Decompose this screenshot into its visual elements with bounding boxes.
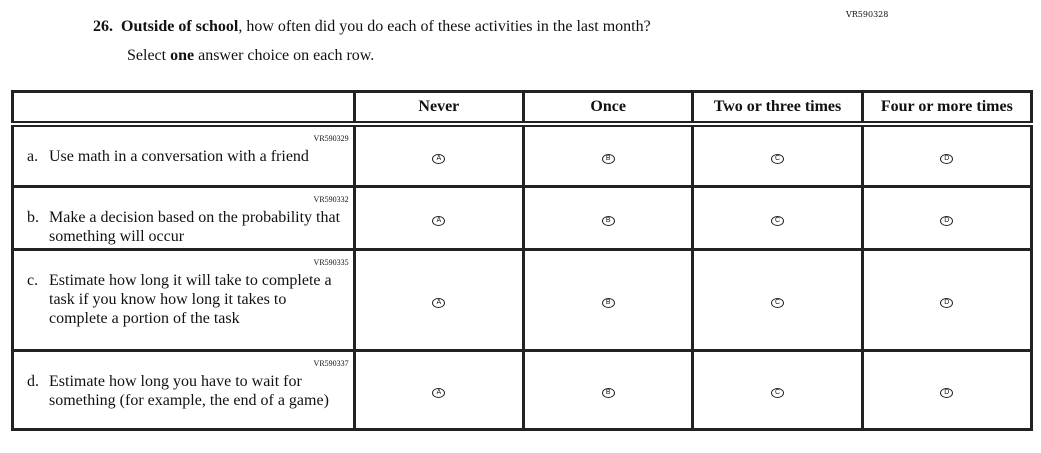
option-bubble-d[interactable]: D xyxy=(940,153,954,164)
row-id: VR590329 xyxy=(313,134,349,143)
row-text: Estimate how long it will take to comple… xyxy=(49,271,332,327)
option-cell: C xyxy=(691,184,864,251)
row-letter: d. xyxy=(27,372,39,390)
option-bubble-d[interactable]: D xyxy=(940,297,954,308)
option-cell: B xyxy=(521,348,695,431)
option-bubble-c[interactable]: C xyxy=(770,215,784,226)
option-bubble-d[interactable]: D xyxy=(940,387,954,398)
option-cell: C xyxy=(691,348,864,431)
header-once: Once xyxy=(521,90,695,126)
option-cell: D xyxy=(860,122,1034,188)
row-label: VR590337 d. Estimate how long you have to … xyxy=(11,348,356,431)
header-never: Never xyxy=(352,90,526,126)
question-number: 26. xyxy=(93,18,113,35)
table-row: VR590329 a. Use math in a conversation wit… xyxy=(11,122,1034,188)
option-bubble-b[interactable]: B xyxy=(601,387,615,398)
option-bubble-a[interactable]: A xyxy=(432,153,446,164)
option-cell: B xyxy=(521,184,695,251)
row-label: VR590335 c. Estimate how long it will take… xyxy=(11,247,356,352)
option-bubble-c[interactable]: C xyxy=(770,387,784,398)
question-text: 26. Outside of school, how often did you… xyxy=(93,18,651,36)
row-text: Estimate how long you have to wait for s… xyxy=(49,372,329,409)
option-bubble-a[interactable]: A xyxy=(432,387,446,398)
option-cell: B xyxy=(521,247,695,352)
instruction-pre: Select xyxy=(127,47,171,64)
instruction: Select one answer choice on each row. xyxy=(127,47,374,65)
header-four-more: Four or more times xyxy=(860,90,1034,126)
row-label: VR590332 b. Make a decision based on the p… xyxy=(11,184,356,251)
header-row: Never Once Two or three times Four or mo… xyxy=(11,90,1034,126)
row-id: VR590337 xyxy=(313,358,349,368)
question-emphasis: Outside of school xyxy=(121,18,239,35)
option-bubble-c[interactable]: C xyxy=(770,153,784,164)
option-cell: D xyxy=(860,247,1034,352)
option-cell: B xyxy=(521,122,695,188)
header-two-three: Two or three times xyxy=(691,90,864,126)
option-bubble-b[interactable]: B xyxy=(601,297,615,308)
option-cell: D xyxy=(860,348,1034,431)
question-id: VR590328 xyxy=(846,10,889,19)
option-bubble-a[interactable]: A xyxy=(432,297,446,308)
instruction-post: answer choice on each row. xyxy=(194,47,375,64)
option-cell: A xyxy=(352,348,526,431)
row-id: VR590335 xyxy=(313,257,349,267)
option-cell: C xyxy=(691,122,864,188)
table-row: VR590335 c. Estimate how long it will take… xyxy=(11,247,1034,352)
option-cell: A xyxy=(352,247,526,352)
option-bubble-d[interactable]: D xyxy=(940,215,954,226)
instruction-bold: one xyxy=(170,47,195,64)
header-blank xyxy=(11,90,356,126)
row-letter: b. xyxy=(27,208,39,226)
row-id: VR590332 xyxy=(313,194,349,204)
row-label: VR590329 a. Use math in a conversation wit… xyxy=(11,122,356,188)
table-row: VR590337 d. Estimate how long you have to … xyxy=(11,348,1034,431)
option-bubble-b[interactable]: B xyxy=(601,215,615,226)
option-cell: D xyxy=(860,184,1034,251)
question-rest: , how often did you do each of these act… xyxy=(238,18,651,35)
row-text: Make a decision based on the probability… xyxy=(49,208,341,245)
option-bubble-a[interactable]: A xyxy=(432,215,446,226)
option-cell: A xyxy=(352,122,526,188)
row-text: Use math in a conversation with a friend xyxy=(49,148,309,165)
row-letter: a. xyxy=(27,148,39,165)
table-row: VR590332 b. Make a decision based on the p… xyxy=(11,184,1034,251)
option-bubble-b[interactable]: B xyxy=(601,153,615,164)
row-letter: c. xyxy=(27,271,39,289)
option-bubble-c[interactable]: C xyxy=(770,297,784,308)
option-cell: C xyxy=(691,247,864,352)
answer-grid: Never Once Two or three times Four or mo… xyxy=(11,90,1034,431)
option-cell: A xyxy=(352,184,526,251)
